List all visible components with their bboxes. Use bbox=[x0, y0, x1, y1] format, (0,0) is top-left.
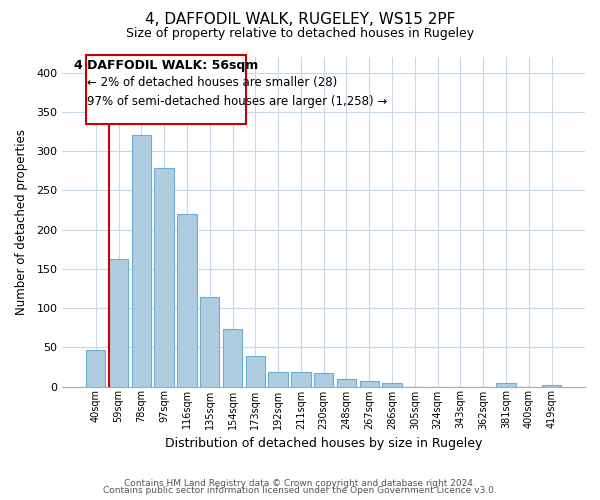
Bar bbox=[223, 329, 242, 386]
Bar bbox=[359, 381, 379, 386]
Y-axis label: Number of detached properties: Number of detached properties bbox=[15, 128, 28, 314]
Text: ← 2% of detached houses are smaller (28): ← 2% of detached houses are smaller (28) bbox=[86, 76, 337, 90]
FancyBboxPatch shape bbox=[86, 56, 246, 124]
Bar bbox=[291, 372, 311, 386]
Bar bbox=[200, 297, 220, 386]
X-axis label: Distribution of detached houses by size in Rugeley: Distribution of detached houses by size … bbox=[165, 437, 482, 450]
Text: 97% of semi-detached houses are larger (1,258) →: 97% of semi-detached houses are larger (… bbox=[86, 94, 387, 108]
Bar bbox=[314, 373, 334, 386]
Text: Contains public sector information licensed under the Open Government Licence v3: Contains public sector information licen… bbox=[103, 486, 497, 495]
Bar bbox=[496, 384, 515, 386]
Bar bbox=[337, 378, 356, 386]
Text: Size of property relative to detached houses in Rugeley: Size of property relative to detached ho… bbox=[126, 28, 474, 40]
Bar bbox=[109, 260, 128, 386]
Bar bbox=[177, 214, 197, 386]
Text: 4 DAFFODIL WALK: 56sqm: 4 DAFFODIL WALK: 56sqm bbox=[74, 59, 258, 72]
Bar bbox=[245, 356, 265, 386]
Text: Contains HM Land Registry data © Crown copyright and database right 2024.: Contains HM Land Registry data © Crown c… bbox=[124, 478, 476, 488]
Bar bbox=[131, 136, 151, 386]
Bar bbox=[154, 168, 174, 386]
Text: 4, DAFFODIL WALK, RUGELEY, WS15 2PF: 4, DAFFODIL WALK, RUGELEY, WS15 2PF bbox=[145, 12, 455, 28]
Bar bbox=[382, 384, 402, 386]
Bar bbox=[268, 372, 288, 386]
Bar bbox=[86, 350, 106, 387]
Bar bbox=[542, 385, 561, 386]
